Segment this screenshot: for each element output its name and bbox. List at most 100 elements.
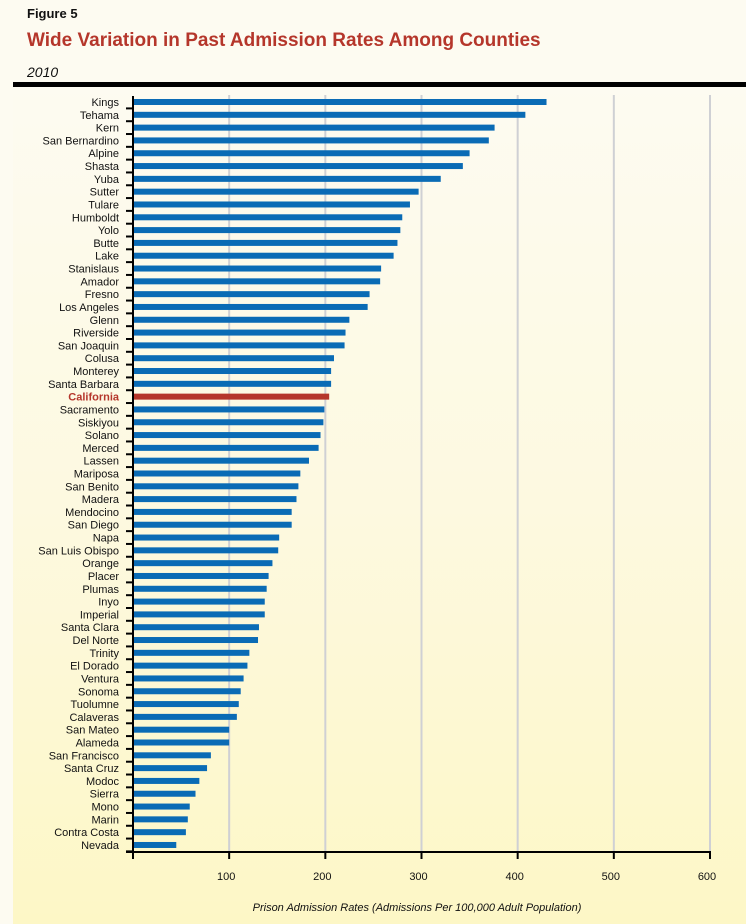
bar-napa — [133, 534, 280, 541]
bar-san-diego — [133, 521, 292, 528]
category-label: Merced — [82, 443, 119, 455]
category-label: Stanislaus — [68, 264, 119, 276]
category-label: Trinity — [89, 648, 119, 660]
category-label: Monterey — [73, 366, 119, 378]
category-label: Tulare — [88, 199, 119, 211]
category-label: Mono — [91, 802, 119, 814]
category-label: Kern — [96, 123, 119, 135]
category-label: Yuba — [94, 174, 120, 186]
bar-placer — [133, 572, 269, 579]
category-label: Nevada — [81, 840, 120, 852]
bar-glenn — [133, 316, 350, 323]
bar-san-mateo — [133, 726, 230, 733]
category-label: Del Norte — [73, 635, 119, 647]
bar-kern — [133, 124, 495, 131]
category-label: Alameda — [76, 738, 120, 750]
category-label: Contra Costa — [54, 827, 120, 839]
x-tick-label: 600 — [698, 871, 716, 883]
bar-sonoma — [133, 688, 241, 695]
category-label: Santa Clara — [61, 622, 120, 634]
bar-sutter — [133, 188, 419, 195]
category-label: Riverside — [73, 328, 119, 340]
chart-background — [13, 87, 746, 924]
category-label: Lassen — [84, 456, 119, 468]
chart-subtitle: 2010 — [27, 64, 59, 80]
bar-los-angeles — [133, 303, 368, 310]
bar-santa-cruz — [133, 765, 208, 772]
bar-sierra — [133, 790, 196, 797]
category-label: Sutter — [90, 187, 120, 199]
bar-san-benito — [133, 483, 299, 490]
category-label: Shasta — [85, 161, 120, 173]
bar-yuba — [133, 175, 441, 182]
category-label: Solano — [85, 430, 119, 442]
bar-nevada — [133, 841, 177, 848]
bar-tuolumne — [133, 701, 239, 708]
bar-mendocino — [133, 508, 292, 515]
bar-madera — [133, 496, 297, 503]
category-label: El Dorado — [70, 661, 119, 673]
bar-california — [133, 393, 330, 400]
category-label: Butte — [93, 238, 119, 250]
category-label: Calaveras — [69, 712, 119, 724]
bar-san-bernardino — [133, 137, 489, 144]
figure-label: Figure 5 — [27, 6, 78, 21]
category-label: Modoc — [86, 776, 120, 788]
bar-monterey — [133, 368, 332, 375]
bar-siskiyou — [133, 419, 324, 426]
x-tick-label: 300 — [409, 871, 427, 883]
category-label: San Francisco — [49, 750, 119, 762]
category-label: Alpine — [88, 148, 119, 160]
bar-lassen — [133, 457, 309, 464]
category-label: Yolo — [98, 225, 119, 237]
bar-san-joaquin — [133, 342, 345, 349]
bar-inyo — [133, 598, 265, 605]
bar-santa-barbara — [133, 380, 332, 387]
bar-mariposa — [133, 470, 301, 477]
bar-del-norte — [133, 637, 259, 644]
x-tick-label: 200 — [313, 871, 331, 883]
bar-butte — [133, 239, 398, 246]
bar-orange — [133, 560, 273, 567]
category-label: San Bernardino — [43, 135, 119, 147]
bar-el-dorado — [133, 662, 248, 669]
bar-humboldt — [133, 214, 403, 221]
bar-san-luis-obispo — [133, 547, 279, 554]
category-label: Santa Barbara — [48, 379, 120, 391]
bar-colusa — [133, 355, 334, 362]
category-label: Mariposa — [74, 468, 120, 480]
bar-tehama — [133, 111, 526, 118]
bar-amador — [133, 278, 381, 285]
category-label: Madera — [82, 494, 120, 506]
bar-solano — [133, 432, 321, 439]
title-divider — [13, 82, 746, 87]
bar-marin — [133, 816, 188, 823]
bar-san-francisco — [133, 752, 211, 759]
x-tick-label: 100 — [217, 871, 235, 883]
category-label: Orange — [82, 558, 119, 570]
bar-lake — [133, 252, 394, 259]
category-label: Mendocino — [65, 507, 119, 519]
category-label: San Joaquin — [58, 340, 119, 352]
category-label: Placer — [88, 571, 120, 583]
category-label: Ventura — [81, 673, 120, 685]
category-label: Lake — [95, 251, 119, 263]
bar-imperial — [133, 611, 265, 618]
category-label: Napa — [93, 533, 120, 545]
category-label: Humboldt — [72, 212, 119, 224]
category-label: Kings — [91, 97, 119, 109]
bar-alpine — [133, 150, 470, 157]
bar-trinity — [133, 649, 250, 656]
bar-yolo — [133, 227, 401, 234]
category-label: Glenn — [90, 315, 119, 327]
category-label: Santa Cruz — [64, 763, 119, 775]
category-label: Amador — [80, 276, 119, 288]
category-label: San Benito — [65, 481, 119, 493]
bar-kings — [133, 99, 547, 105]
bar-riverside — [133, 329, 346, 336]
bar-fresno — [133, 291, 370, 298]
bar-contra-costa — [133, 829, 186, 836]
bar-sacramento — [133, 406, 325, 413]
bar-mono — [133, 803, 190, 810]
